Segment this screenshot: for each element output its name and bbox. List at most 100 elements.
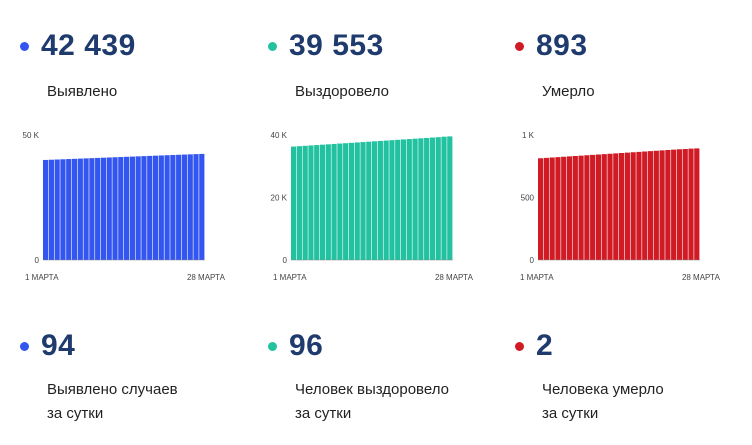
bar — [158, 155, 164, 260]
daily-deaths-value: 2 — [536, 329, 554, 362]
blue-dot-icon — [20, 41, 29, 51]
bar — [389, 140, 395, 260]
daily-deaths-label-line2: за сутки — [542, 405, 599, 422]
bar — [360, 142, 366, 260]
bar — [441, 136, 447, 260]
total-recovered-label: Выздоровело — [295, 83, 390, 100]
bar — [572, 156, 578, 260]
blue-dot-icon — [20, 341, 29, 351]
bar — [176, 154, 182, 260]
bar — [302, 145, 308, 260]
bar — [619, 153, 625, 260]
bar — [566, 156, 573, 261]
stat-daily-deaths: 2 — [515, 328, 553, 364]
bar — [187, 154, 193, 260]
bar — [383, 140, 389, 260]
y-tick-label: 500 — [521, 194, 535, 203]
bar — [308, 145, 314, 260]
y-tick-label: 0 — [283, 256, 288, 265]
daily-deaths-label: Человека умерло за сутки — [542, 378, 742, 426]
bar — [613, 153, 619, 261]
bar — [147, 155, 153, 260]
bar — [555, 157, 561, 261]
total-recovered-value: 39 553 — [289, 29, 384, 62]
bar — [100, 157, 107, 260]
green-dot-icon — [268, 41, 277, 51]
bar — [630, 152, 636, 260]
bar — [636, 151, 642, 261]
y-tick-label: 40 K — [271, 131, 288, 140]
bar — [642, 151, 648, 260]
bar — [694, 148, 700, 261]
bar — [199, 153, 205, 260]
y-tick-label: 1 K — [522, 131, 535, 140]
daily-recovered-label-line2: за сутки — [295, 405, 352, 422]
bar — [647, 151, 654, 261]
bar — [54, 159, 60, 260]
stat-daily-detected: 94 — [20, 328, 75, 364]
total-detected-value: 42 439 — [41, 29, 136, 62]
daily-recovered-label-line1: Человек выздоровело — [295, 381, 449, 398]
bar — [418, 138, 424, 260]
bar — [659, 150, 665, 261]
bar — [543, 157, 549, 261]
total-deaths-label: Умерло — [542, 83, 595, 100]
red-dot-icon — [515, 41, 524, 51]
total-detected-label: Выявлено — [47, 83, 118, 100]
y-tick-label: 0 — [530, 256, 535, 265]
bar — [682, 149, 688, 260]
bar — [106, 157, 112, 260]
daily-recovered-label: Человек выздоровело за сутки — [295, 378, 495, 426]
x-start-label: 1 МАРТА — [520, 273, 554, 282]
bar — [435, 137, 441, 260]
stat-total-detected: 42 439 — [20, 28, 136, 64]
bar — [343, 143, 349, 260]
green-dot-icon — [268, 341, 277, 351]
bar — [135, 156, 141, 260]
bar — [348, 142, 355, 260]
stat-column-recovered: 39 553 Выздоровело 0 20 K 40 K 1 МАРТА 28 МА… — [248, 0, 498, 445]
y-tick-label: 20 K — [271, 194, 288, 203]
bar — [170, 155, 176, 260]
bar — [584, 155, 590, 260]
daily-deaths-label-line1: Человека умерло — [542, 381, 664, 398]
red-dot-icon — [515, 341, 524, 351]
bar — [688, 148, 694, 261]
bar — [83, 158, 89, 261]
bar — [412, 138, 418, 260]
bar — [671, 149, 677, 261]
bar — [372, 141, 378, 260]
chart-recovered: 0 20 K 40 K 1 МАРТА 28 МАРТА — [271, 131, 474, 282]
bar — [66, 159, 72, 260]
stat-total-deaths: 893 — [515, 28, 588, 64]
y-tick-label: 50 K — [23, 131, 40, 140]
total-deaths-value: 893 — [536, 29, 588, 62]
y-tick-label: 0 — [35, 256, 40, 265]
bar — [424, 137, 430, 260]
bar — [549, 157, 555, 260]
bar — [48, 159, 54, 260]
bar — [95, 157, 101, 260]
x-end-label: 28 МАРТА — [187, 273, 226, 282]
bar — [319, 144, 326, 260]
bar — [601, 154, 607, 261]
stat-column-deaths: 893 Умерло 0 500 1 K 1 МАРТА 28 МАРТА 2 Чело… — [495, 0, 745, 445]
bar — [291, 146, 297, 260]
bar — [595, 154, 602, 260]
bar — [538, 158, 544, 260]
bar — [164, 155, 170, 260]
bar — [141, 156, 147, 261]
stat-daily-recovered: 96 — [268, 328, 323, 364]
bar — [331, 143, 337, 260]
bar — [377, 140, 383, 260]
bar — [406, 139, 412, 260]
bar — [60, 159, 66, 260]
bar — [152, 155, 159, 260]
bar — [337, 143, 343, 260]
chart-detected: 0 50 K 1 МАРТА 28 МАРТА — [23, 131, 226, 282]
chart-deaths: 0 500 1 K 1 МАРТА 28 МАРТА — [520, 131, 721, 282]
daily-detected-label: Выявлено случаев за сутки — [47, 378, 247, 426]
bar — [676, 149, 683, 260]
bar — [665, 150, 671, 260]
